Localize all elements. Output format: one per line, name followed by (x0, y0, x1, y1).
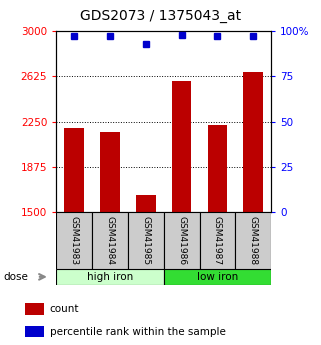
Bar (100, 132, 120, 212)
Bar (56, 269, 164, 285)
Text: GSM41988: GSM41988 (249, 216, 258, 265)
Bar (235, 212, 271, 269)
Bar (136, 195, 156, 212)
Text: dose: dose (3, 272, 28, 282)
Bar (208, 125, 227, 212)
Bar (64, 128, 84, 212)
Text: GSM41985: GSM41985 (141, 216, 150, 265)
Bar (92, 212, 128, 269)
Text: GSM41986: GSM41986 (177, 216, 186, 265)
Bar (243, 72, 263, 212)
Text: low iron: low iron (197, 272, 238, 282)
Bar (128, 212, 164, 269)
Text: percentile rank within the sample: percentile rank within the sample (50, 327, 226, 337)
Text: high iron: high iron (87, 272, 133, 282)
Bar (56, 212, 92, 269)
Text: GSM41983: GSM41983 (70, 216, 79, 265)
Text: GDS2073 / 1375043_at: GDS2073 / 1375043_at (80, 9, 241, 23)
Text: GSM41987: GSM41987 (213, 216, 222, 265)
Bar (164, 212, 200, 269)
Bar (25, 304, 44, 315)
Bar (25, 326, 44, 337)
Text: GSM41984: GSM41984 (105, 216, 115, 265)
Bar (172, 81, 192, 212)
Bar (164, 269, 271, 285)
Bar (200, 212, 235, 269)
Text: count: count (50, 304, 79, 314)
